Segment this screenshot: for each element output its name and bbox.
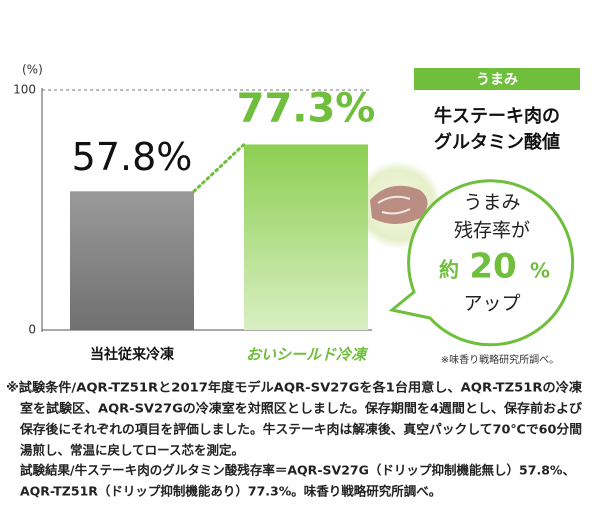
meat-marbling [377, 195, 411, 215]
bubble-text: % [530, 259, 550, 283]
y-tick-label: 0 [28, 323, 36, 337]
badge: うまみ [476, 72, 518, 88]
bar [70, 191, 194, 330]
y-tick-label: 100 [13, 83, 36, 97]
bubble-text: 残存率が [454, 220, 530, 242]
footnote-line: ※試験条件/AQR-TZ51Rと2017年度モデルAQR-SV27Gを各1台用意… [6, 380, 583, 395]
bubble-text: 約 [439, 258, 459, 282]
value-label: 77.3% [237, 85, 376, 131]
bubble-text: うまみ [463, 192, 520, 214]
footnote-line: 湯煎し、常温に戻してロース芯を測定。 [20, 443, 244, 458]
footnote-line: 室を試験区、AQR-SV27Gの冷凍室を対照区としました。保存期間を4週間とし、… [20, 401, 583, 416]
speech-bubble [388, 179, 575, 347]
x-tick-label: おいシールド冷凍 [246, 346, 369, 364]
meat [370, 185, 428, 224]
panel-heading: グルタミン酸値 [434, 131, 560, 153]
source-note: ※味香り戦略研究所調べ。 [441, 353, 559, 366]
bubble-number: 20 [469, 247, 516, 287]
footnote-line: 試験結果/牛ステーキ肉のグルタミン酸残存率＝AQR-SV27G（ドリップ抑制機能… [20, 463, 575, 478]
connector [192, 142, 246, 193]
x-tick-label: 当社従来冷凍 [90, 346, 175, 363]
badge-bg [414, 68, 580, 90]
value-label: 57.8% [72, 135, 193, 179]
footnote-line: AQR-TZ51R（ドリップ抑制機能あり）77.3%。味香り戦略研究所調べ。 [20, 484, 441, 499]
panel-heading: 牛ステーキ肉の [434, 105, 560, 127]
footnote-line: 保存後にそれぞれの項目を評価しました。牛ステーキ肉は解凍後、真空パックして70℃… [19, 422, 582, 437]
y-axis-label: (%) [22, 63, 43, 77]
bubble-text: アップ [463, 293, 520, 315]
bar [244, 144, 368, 330]
